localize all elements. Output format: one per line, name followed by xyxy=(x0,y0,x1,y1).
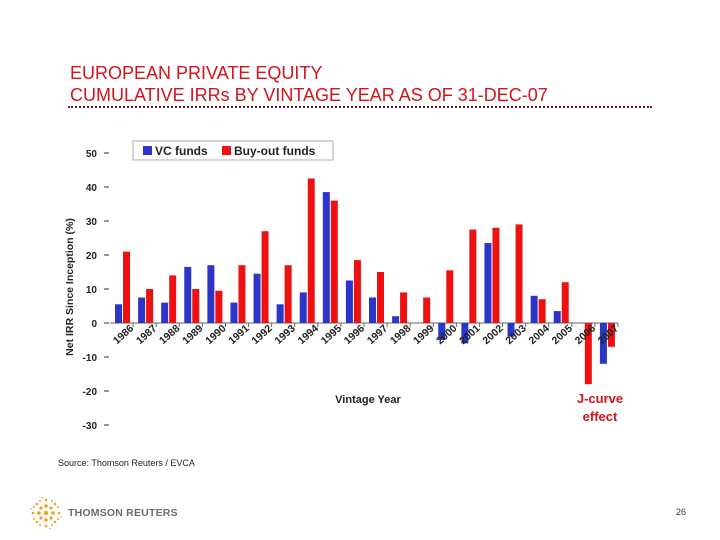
legend-label-buyout: Buy-out funds xyxy=(234,144,316,158)
thomson-reuters-logo: THOMSON REUTERS xyxy=(28,495,178,531)
buyout-bar-2005 xyxy=(561,282,569,323)
x-tick-label-2005: 2005 xyxy=(550,322,576,347)
x-tick-label-1987: 1987 xyxy=(134,322,160,347)
y-tick-label: -10 xyxy=(83,353,98,364)
y-tick-label: 30 xyxy=(86,217,98,228)
x-tick-label-1994: 1994 xyxy=(296,322,322,347)
vc-bar-2007 xyxy=(599,323,607,364)
vc-bar-1993 xyxy=(276,304,284,323)
buyout-bar-1990 xyxy=(215,290,223,323)
buyout-bar-2003 xyxy=(515,224,523,323)
buyout-bar-1995 xyxy=(330,200,338,323)
y-tick-label: 10 xyxy=(86,285,98,296)
vc-bar-1988 xyxy=(161,302,169,323)
x-tick-label-1997: 1997 xyxy=(365,322,391,347)
vc-bar-1991 xyxy=(230,302,238,323)
j-curve-annotation-line-1: J-curve xyxy=(577,391,623,406)
vc-bar-1986 xyxy=(115,304,122,323)
vc-bar-1996 xyxy=(345,280,353,323)
buyout-bar-1991 xyxy=(238,265,246,323)
x-tick-label-1998: 1998 xyxy=(388,322,414,347)
x-tick-label-1988: 1988 xyxy=(157,322,183,347)
page-number: 26 xyxy=(676,507,687,517)
buyout-bar-2006 xyxy=(584,323,592,385)
source-note: Source: Thomson Reuters / EVCA xyxy=(58,458,195,468)
x-tick-label-1999: 1999 xyxy=(411,322,437,347)
vc-bar-1998 xyxy=(392,316,400,323)
vc-bar-1995 xyxy=(322,192,330,323)
vc-bar-2000 xyxy=(438,323,446,340)
x-tick-label-1986: 1986 xyxy=(111,322,137,347)
buyout-bar-1992 xyxy=(261,231,269,323)
y-tick-label: -20 xyxy=(83,387,98,398)
x-tick-label-2000: 2000 xyxy=(434,322,460,347)
x-tick-label-1996: 1996 xyxy=(342,322,368,347)
buyout-bar-1997 xyxy=(377,272,384,323)
legend-label-vc: VC funds xyxy=(155,144,208,158)
y-tick-label: 40 xyxy=(86,183,98,194)
buyout-bar-1999 xyxy=(423,297,431,323)
buyout-bar-1996 xyxy=(353,260,361,323)
vc-bar-1997 xyxy=(369,297,376,323)
x-tick-label-2002: 2002 xyxy=(480,322,506,347)
x-tick-label-1991: 1991 xyxy=(226,322,252,347)
x-tick-label-1992: 1992 xyxy=(249,322,275,347)
buyout-bar-1988 xyxy=(169,275,177,323)
buyout-bar-1993 xyxy=(284,265,292,323)
buyout-bar-2007 xyxy=(607,323,615,347)
thomson-reuters-dot-globe-icon xyxy=(30,496,62,530)
buyout-bar-2000 xyxy=(446,270,454,323)
y-tick-label: -30 xyxy=(83,421,98,432)
buyout-bar-2002 xyxy=(492,227,500,323)
vc-bar-1989 xyxy=(184,266,192,323)
buyout-bar-1994 xyxy=(307,178,315,323)
vc-bar-2001 xyxy=(461,323,469,344)
vc-bar-2002 xyxy=(484,243,492,323)
vc-bar-1992 xyxy=(253,273,261,323)
x-tick-label-2004: 2004 xyxy=(526,322,552,347)
buyout-bar-1989 xyxy=(192,289,200,323)
x-tick-label-1990: 1990 xyxy=(203,322,229,347)
x-tick-label-1993: 1993 xyxy=(272,322,298,347)
y-tick-label: 20 xyxy=(86,251,98,262)
legend-swatch-buyout xyxy=(222,146,231,155)
y-tick-label: 0 xyxy=(91,319,97,330)
vc-bar-1994 xyxy=(299,292,307,323)
buyout-bar-1987 xyxy=(146,289,154,323)
j-curve-annotation-line-2: effect xyxy=(583,409,618,424)
buyout-bar-1998 xyxy=(400,292,408,323)
vc-bar-1987 xyxy=(138,297,146,323)
x-tick-label-1989: 1989 xyxy=(180,322,206,347)
title-underline xyxy=(68,106,652,108)
legend-swatch-vc xyxy=(143,146,152,155)
vc-bar-2005 xyxy=(553,311,561,323)
buyout-bar-2001 xyxy=(469,229,477,323)
buyout-bar-2004 xyxy=(538,299,546,323)
x-tick-label-2003: 2003 xyxy=(503,322,529,347)
slide-title-line-2: CUMULATIVE IRRs BY VINTAGE YEAR AS OF 31… xyxy=(70,85,548,105)
logo-text: THOMSON REUTERS xyxy=(68,507,178,519)
y-axis-title: Net IRR Since Inception (%) xyxy=(64,218,76,356)
x-tick-label-2001: 2001 xyxy=(457,322,483,347)
slide-title: EUROPEAN PRIVATE EQUITY CUMULATIVE IRRs … xyxy=(70,62,670,106)
vc-bar-2003 xyxy=(507,323,515,337)
x-axis-title: Vintage Year xyxy=(335,394,401,406)
slide-title-line-1: EUROPEAN PRIVATE EQUITY xyxy=(70,63,323,83)
x-tick-label-1995: 1995 xyxy=(319,322,345,347)
legend-box xyxy=(132,140,334,161)
vc-bar-2004 xyxy=(530,295,538,323)
vc-bar-1990 xyxy=(207,265,215,323)
y-tick-label: 50 xyxy=(86,149,98,160)
buyout-bar-1986 xyxy=(123,251,130,323)
